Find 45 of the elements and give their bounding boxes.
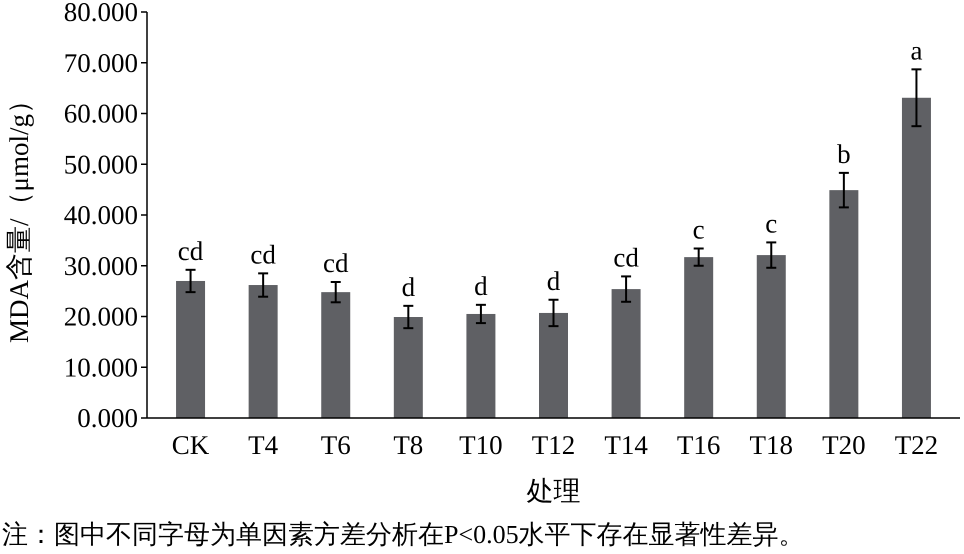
bar [829,190,858,418]
bar [539,312,568,418]
annotation: cd [178,236,204,266]
y-tick-label: 80.000 [64,0,138,27]
y-tick-label: 40.000 [64,200,138,230]
y-tick-label: 0.000 [77,403,138,433]
bar [248,285,278,418]
annotation: d [474,270,488,301]
y-tick-label: 50.000 [64,149,138,180]
x-tick-label: T10 [459,430,503,460]
bar [176,280,206,418]
bar [756,255,786,418]
x-tick-label: T8 [393,430,424,460]
annotation: a [910,35,922,66]
annotation: c [692,214,705,244]
annotation: c [765,208,778,238]
y-axis-title: MDA含量/（μmol/g） [4,87,34,343]
x-tick-label: T18 [750,430,794,460]
x-tick-label: CK [172,430,210,460]
annotation: cd [613,242,640,272]
bar [684,257,714,418]
x-tick-label: T16 [676,430,720,460]
bar [321,292,350,418]
text: 注：图中不同字母为单因素方差分析在P<0.05水平下存在显著性差异。 [2,520,805,549]
bar [902,98,931,418]
annotation: d [402,272,416,302]
annotation: cd [250,239,276,270]
x-axis-title: 处理 [526,476,580,506]
annotation: b [837,138,851,169]
x-tick-label: T14 [604,430,648,460]
y-tick-label: 60.000 [64,98,138,128]
y-tick-label: 30.000 [64,250,138,281]
x-tick-label: T4 [248,430,279,460]
bar [466,314,496,418]
bar [394,317,423,418]
annotation: cd [322,248,349,278]
x-tick-label: T6 [320,430,351,460]
x-tick-label: T22 [894,430,938,460]
y-tick-label: 10.000 [64,352,138,382]
x-tick-label: T12 [532,430,576,460]
annotation: d [546,266,561,296]
x-tick-label: T20 [822,430,866,460]
bar [612,289,641,418]
y-tick-label: 70.000 [64,48,138,78]
y-tick-label: 20.000 [64,302,138,332]
